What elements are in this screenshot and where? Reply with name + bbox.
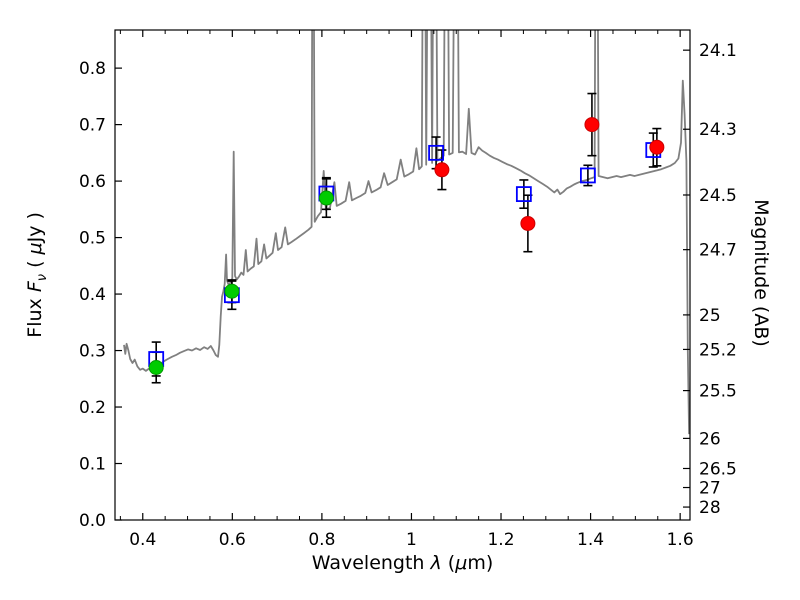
- photometry-open-squares-marker: [579, 167, 596, 184]
- nu-subscript: ν: [34, 273, 50, 282]
- y-axis-label-left: Flux Fν ( μJy ): [24, 30, 50, 520]
- x-tick-label: 0.6: [219, 530, 246, 550]
- y-right-tick-label: 24.3: [699, 120, 737, 140]
- y-left-tick-label: 0.1: [79, 455, 106, 475]
- y-right-tick-label: 27: [699, 479, 721, 499]
- x-axis-unit-open: (: [441, 552, 456, 574]
- axes-frame: [114, 29, 691, 521]
- y-right-tick-label: 24.7: [699, 241, 737, 261]
- mu-symbol: μ: [455, 552, 468, 574]
- x-tick-label: 0.8: [308, 530, 335, 550]
- lambda-symbol: λ: [430, 552, 442, 574]
- x-tick-label: 1.2: [487, 530, 514, 550]
- photometry-open-squares-marker: [515, 186, 532, 202]
- y-right-tick-label: 26.5: [699, 459, 737, 479]
- y-left-tick-label: 0.4: [79, 285, 106, 305]
- mu-jy-symbol: μ: [24, 242, 47, 255]
- y-left-tick-label: 0.7: [79, 116, 106, 136]
- y-left-tick-label: 0.8: [79, 59, 106, 79]
- photometry-green-circles-marker: [224, 283, 240, 299]
- x-tick-label: 1.4: [577, 530, 604, 550]
- y-right-tick-label: 25: [699, 306, 721, 326]
- y-left-tick-label: 0.0: [79, 511, 106, 531]
- photometry-red-circles-marker: [520, 215, 536, 231]
- flux-symbol: F: [24, 281, 47, 293]
- photometry-open-squares-marker: [428, 144, 444, 161]
- model-spectrum-line: [123, 30, 690, 435]
- photometry-red-circles-marker: [649, 139, 665, 155]
- y-right-tick-label: 24.5: [699, 186, 737, 206]
- flux-word: Flux: [24, 292, 47, 338]
- x-axis-label: Wavelength λ (μm): [115, 552, 690, 574]
- x-tick-label: 0.4: [129, 530, 156, 550]
- y-right-tick-label: 25.5: [699, 382, 737, 402]
- y-right-tick-label: 25.2: [699, 340, 737, 360]
- photometry-red-circles-marker: [434, 162, 450, 178]
- magnitude-label-text: Magnitude (AB): [750, 199, 772, 347]
- y-left-tick-label: 0.2: [79, 398, 106, 418]
- y-left-tick-label: 0.6: [79, 172, 106, 192]
- y-right-tick-label: 28: [699, 498, 721, 518]
- y-right-tick-label: 24.1: [699, 41, 737, 61]
- x-tick-label: 1: [406, 530, 417, 550]
- y-left-tick-label: 0.5: [79, 229, 106, 249]
- x-axis-label-word: Wavelength: [311, 552, 431, 574]
- photometry-red-circles-marker: [584, 117, 600, 133]
- photometry-green-circles-marker: [318, 190, 334, 206]
- y-right-tick-label: 26: [699, 429, 721, 449]
- photometry-green-circles-marker: [148, 359, 164, 375]
- x-tick-label: 1.6: [667, 530, 694, 550]
- x-axis-unit-close: m): [467, 552, 494, 574]
- flux-unit-close: Jy ): [24, 212, 47, 243]
- y-axis-label-right: Magnitude (AB): [750, 28, 772, 518]
- y-left-tick-label: 0.3: [79, 342, 106, 362]
- flux-unit-open: (: [24, 254, 47, 274]
